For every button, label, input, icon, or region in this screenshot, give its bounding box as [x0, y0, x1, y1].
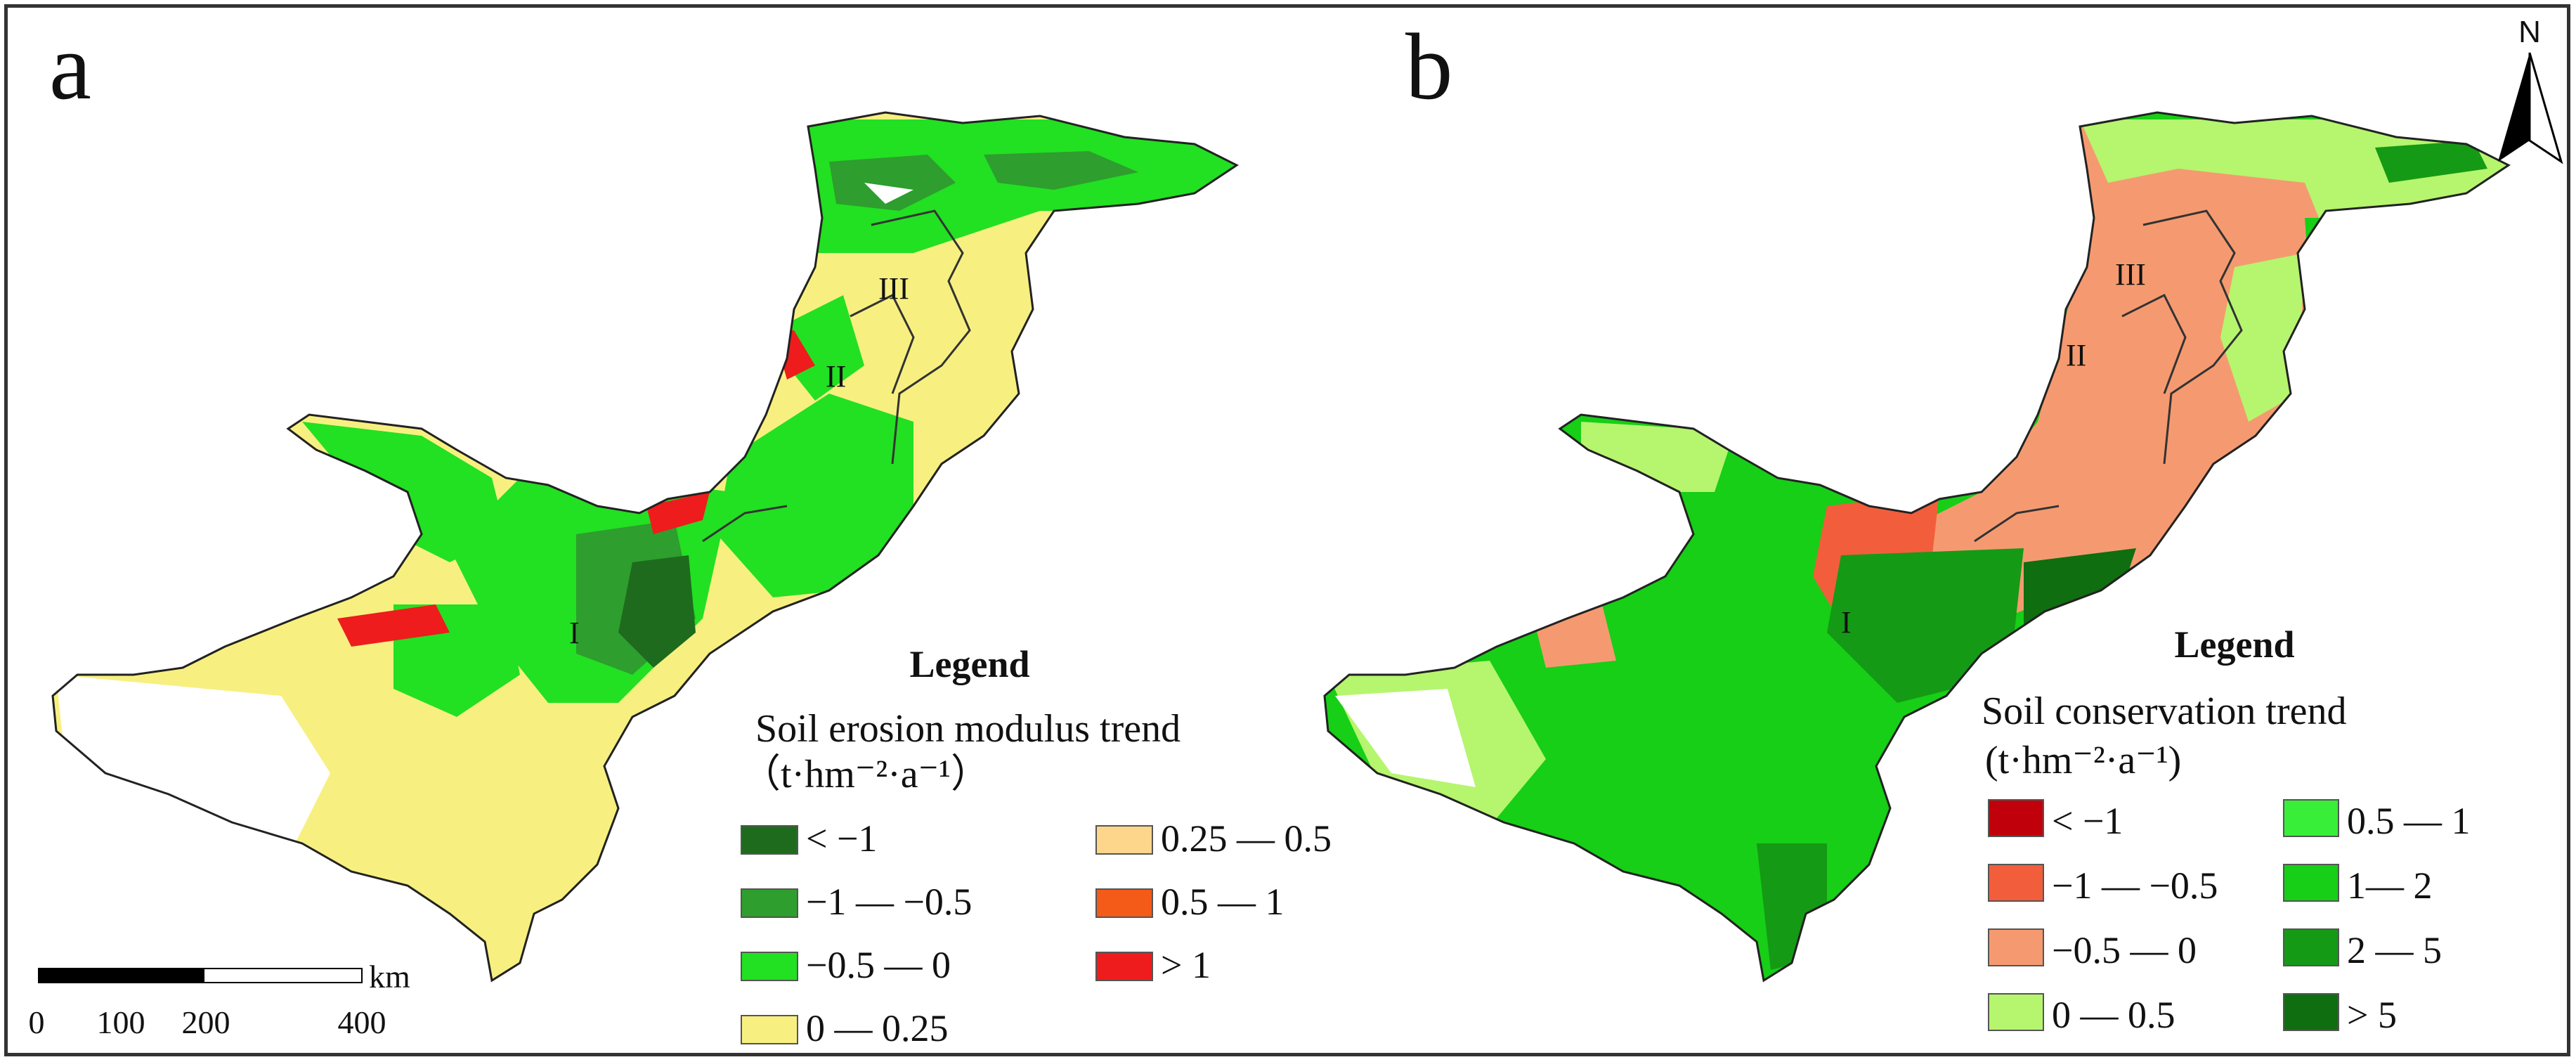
north-arrow-label: N: [2518, 15, 2541, 49]
panel-a-zone-2-label: II: [826, 359, 846, 394]
panel-b-legend-subtitle: Soil conservation trend: [1982, 689, 2346, 733]
panel-a-legend-unit: （t·hm⁻²·a⁻¹）: [741, 753, 990, 796]
legend-label: 0.25 — 0.5: [1161, 817, 1332, 860]
legend-swatch: [1988, 799, 2044, 837]
legend-label: < −1: [806, 817, 877, 860]
panel-a-basin-outline: [51, 111, 1239, 983]
scale-tick-400: 400: [338, 1004, 386, 1040]
legend-label: > 5: [2347, 994, 2397, 1036]
figure-frame: [4, 4, 2570, 1056]
legend-label: −0.5 — 0: [806, 944, 951, 986]
legend-label: −0.5 — 0: [2052, 929, 2197, 971]
legend-swatch: [741, 825, 798, 855]
panel-b-legend-items: < −1 0.5 — 1 −1 — −0.5 1— 2 −0.5 — 0 2 — 5 0 —…: [1988, 799, 2471, 1036]
panel-a-zone-3-label: III: [878, 271, 909, 306]
panel-a-zone-1-label: I: [569, 616, 580, 650]
panel-b-zone-1-label: I: [1841, 605, 1852, 640]
north-arrow-right-half: [2528, 52, 2563, 164]
legend-swatch: [741, 1015, 798, 1044]
legend-swatch: [741, 952, 798, 981]
legend-label: 0 — 0.25: [806, 1007, 949, 1049]
panel-b-zone-boundary: [1974, 209, 2243, 543]
legend-label: −1 — −0.5: [806, 881, 972, 923]
scale-bar: km 0 100 200 400: [29, 959, 411, 1040]
north-arrow: N: [2498, 15, 2563, 164]
legend-label: 2 — 5: [2347, 929, 2442, 971]
panel-a: a I II III Legend Soil erosion: [29, 15, 1332, 1049]
panel-a-zone-boundary: [702, 209, 971, 543]
legend-label: 0.5 — 1: [1161, 881, 1284, 923]
scale-tick-100: 100: [97, 1004, 145, 1040]
legend-label: 1— 2: [2347, 865, 2433, 907]
panel-b: b I II III Legend Soil conservation tren…: [1323, 15, 2563, 1036]
legend-swatch: [1988, 993, 2044, 1031]
legend-swatch: [1988, 928, 2044, 966]
panel-b-basin-outline: [1323, 111, 2511, 983]
panel-a-legend-subtitle: Soil erosion modulus trend: [755, 707, 1180, 751]
legend-swatch: [741, 888, 798, 918]
panel-b-legend-unit: (t·hm⁻²·a⁻¹): [1985, 739, 2181, 782]
scale-tick-200: 200: [182, 1004, 230, 1040]
legend-swatch: [2283, 993, 2339, 1031]
north-arrow-left-half: [2498, 53, 2530, 162]
panel-a-letter: a: [49, 15, 91, 119]
legend-swatch: [2283, 864, 2339, 902]
panel-b-zone-2-label: II: [2066, 338, 2086, 373]
panel-b-legend: Legend Soil conservation trend (t·hm⁻²·a…: [1982, 623, 2471, 1036]
legend-swatch: [1095, 952, 1153, 981]
legend-swatch: [1988, 864, 2044, 902]
scale-bar-unit: km: [369, 959, 410, 995]
legend-swatch: [1095, 888, 1153, 918]
panel-b-zone-3-label: III: [2115, 257, 2146, 292]
panel-a-legend: Legend Soil erosion modulus trend （t·hm⁻…: [741, 643, 1332, 1049]
scale-tick-0: 0: [29, 1004, 45, 1040]
legend-label: 0 — 0.5: [2052, 994, 2175, 1036]
legend-swatch: [2283, 799, 2339, 837]
panel-a-legend-items: < −1 0.25 — 0.5 −1 — −0.5 0.5 — 1 −0.5 — 0 > …: [741, 817, 1332, 1049]
panel-b-map: [1325, 112, 2509, 980]
legend-swatch: [1095, 825, 1153, 855]
legend-label: < −1: [2052, 800, 2123, 842]
panel-a-map: [53, 112, 1237, 980]
panel-a-legend-title: Legend: [909, 643, 1029, 685]
panel-b-letter: b: [1405, 15, 1453, 119]
panel-b-legend-title: Legend: [2174, 623, 2294, 666]
legend-swatch: [2283, 928, 2339, 966]
legend-label: 0.5 — 1: [2347, 800, 2471, 842]
legend-label: > 1: [1161, 944, 1211, 986]
legend-label: −1 — −0.5: [2052, 865, 2218, 907]
